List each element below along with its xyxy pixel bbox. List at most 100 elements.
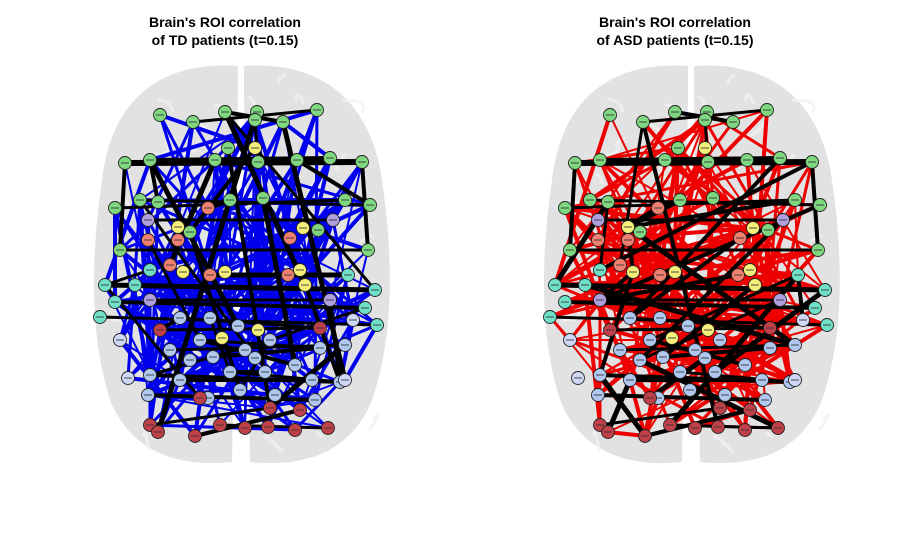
roi-node-label	[186, 359, 194, 361]
strong-edge	[638, 218, 785, 362]
roi-node-label	[116, 339, 124, 341]
roi-node-label	[314, 229, 322, 231]
roi-node-label	[189, 121, 197, 123]
asd-panel-title: Brain's ROI correlation of ASD patients …	[450, 13, 900, 49]
roi-node-label	[326, 157, 334, 159]
roi-node-label	[226, 371, 234, 373]
strong-edge	[597, 372, 648, 439]
strong-edge	[703, 118, 710, 164]
roi-node-label	[156, 329, 164, 331]
roi-node-label	[211, 159, 219, 161]
roi-node-label	[791, 199, 799, 201]
edge	[343, 323, 379, 382]
strong-edge	[188, 146, 257, 234]
roi-node-label	[701, 147, 709, 149]
roi-node-label	[206, 274, 214, 276]
roi-node-label	[766, 347, 774, 349]
roi-node-label	[179, 271, 187, 273]
roi-node-label	[259, 197, 267, 199]
roi-node-label	[594, 219, 602, 221]
roi-node-label	[146, 159, 154, 161]
roi-node-label	[779, 219, 787, 221]
roi-node-label	[671, 271, 679, 273]
roi-node-label	[586, 199, 594, 201]
roi-node-label	[764, 229, 772, 231]
strong-edge	[568, 161, 577, 252]
roi-node-label	[776, 157, 784, 159]
roi-node-label	[743, 159, 751, 161]
asd-title-line1: Brain's ROI correlation	[599, 14, 751, 30]
strong-edge	[253, 118, 260, 164]
roi-node-label	[291, 364, 299, 366]
roi-node-label	[236, 389, 244, 391]
strong-edge	[208, 316, 232, 374]
roi-node-label	[671, 111, 679, 113]
roi-node-label	[791, 344, 799, 346]
roi-node-label	[616, 349, 624, 351]
roi-node-label	[326, 299, 334, 301]
roi-node-label	[146, 299, 154, 301]
roi-node-label	[616, 264, 624, 266]
roi-node-label	[293, 159, 301, 161]
roi-node-label	[566, 339, 574, 341]
roi-node-label	[709, 197, 717, 199]
roi-node-label	[794, 274, 802, 276]
roi-node-label	[253, 111, 261, 113]
strong-edge	[598, 200, 610, 272]
roi-nodes	[543, 103, 834, 443]
roi-node-label	[624, 226, 632, 228]
roi-node-label	[146, 269, 154, 271]
roi-node-label	[746, 269, 754, 271]
edge	[281, 120, 332, 160]
strong-edge	[598, 406, 722, 427]
roi-node-label	[791, 379, 799, 381]
roi-node-label	[624, 239, 632, 241]
strong-edge	[118, 161, 127, 252]
strong-edge	[188, 230, 242, 392]
roi-node-label	[221, 111, 229, 113]
td-panel-title: Brain's ROI correlation of TD patients (…	[0, 13, 450, 49]
edge	[553, 113, 612, 287]
roi-node-label	[196, 397, 204, 399]
roi-node-label	[241, 427, 249, 429]
roi-node-label	[656, 317, 664, 319]
roi-node-label	[596, 269, 604, 271]
roi-node-label	[654, 397, 662, 399]
roi-node-label	[821, 289, 829, 291]
edge	[344, 249, 369, 346]
roi-node-label	[176, 317, 184, 319]
strong-edge	[146, 393, 317, 402]
roi-node-label	[209, 356, 217, 358]
roi-node-label	[604, 201, 612, 203]
roi-node-label	[646, 339, 654, 341]
strong-edge	[626, 198, 797, 229]
roi-node-label	[316, 327, 324, 329]
roi-node-label	[254, 161, 262, 163]
edge	[628, 378, 647, 438]
roi-node-label	[704, 161, 712, 163]
roi-node-label	[646, 397, 654, 399]
roi-node-label	[176, 379, 184, 381]
roi-node-label	[691, 349, 699, 351]
roi-node-label	[636, 359, 644, 361]
roi-node-label	[191, 435, 199, 437]
roi-node-label	[654, 207, 662, 209]
roi-node-label	[299, 227, 307, 229]
roi-node-label	[811, 307, 819, 309]
roi-node-label	[324, 427, 332, 429]
strong-edge	[628, 156, 782, 320]
roi-node-label	[206, 317, 214, 319]
roi-node-label	[116, 249, 124, 251]
strong-edge	[605, 377, 633, 435]
roi-node-label	[561, 207, 569, 209]
roi-node-label	[241, 349, 249, 351]
edge	[649, 317, 661, 399]
roi-node-label	[154, 201, 162, 203]
roi-node-label	[751, 284, 759, 286]
roi-node-label	[329, 219, 337, 221]
roi-node-label	[196, 339, 204, 341]
roi-node-label	[156, 114, 164, 116]
edge	[748, 248, 820, 272]
asd-brain-network	[543, 65, 840, 464]
strong-edge	[628, 236, 742, 320]
